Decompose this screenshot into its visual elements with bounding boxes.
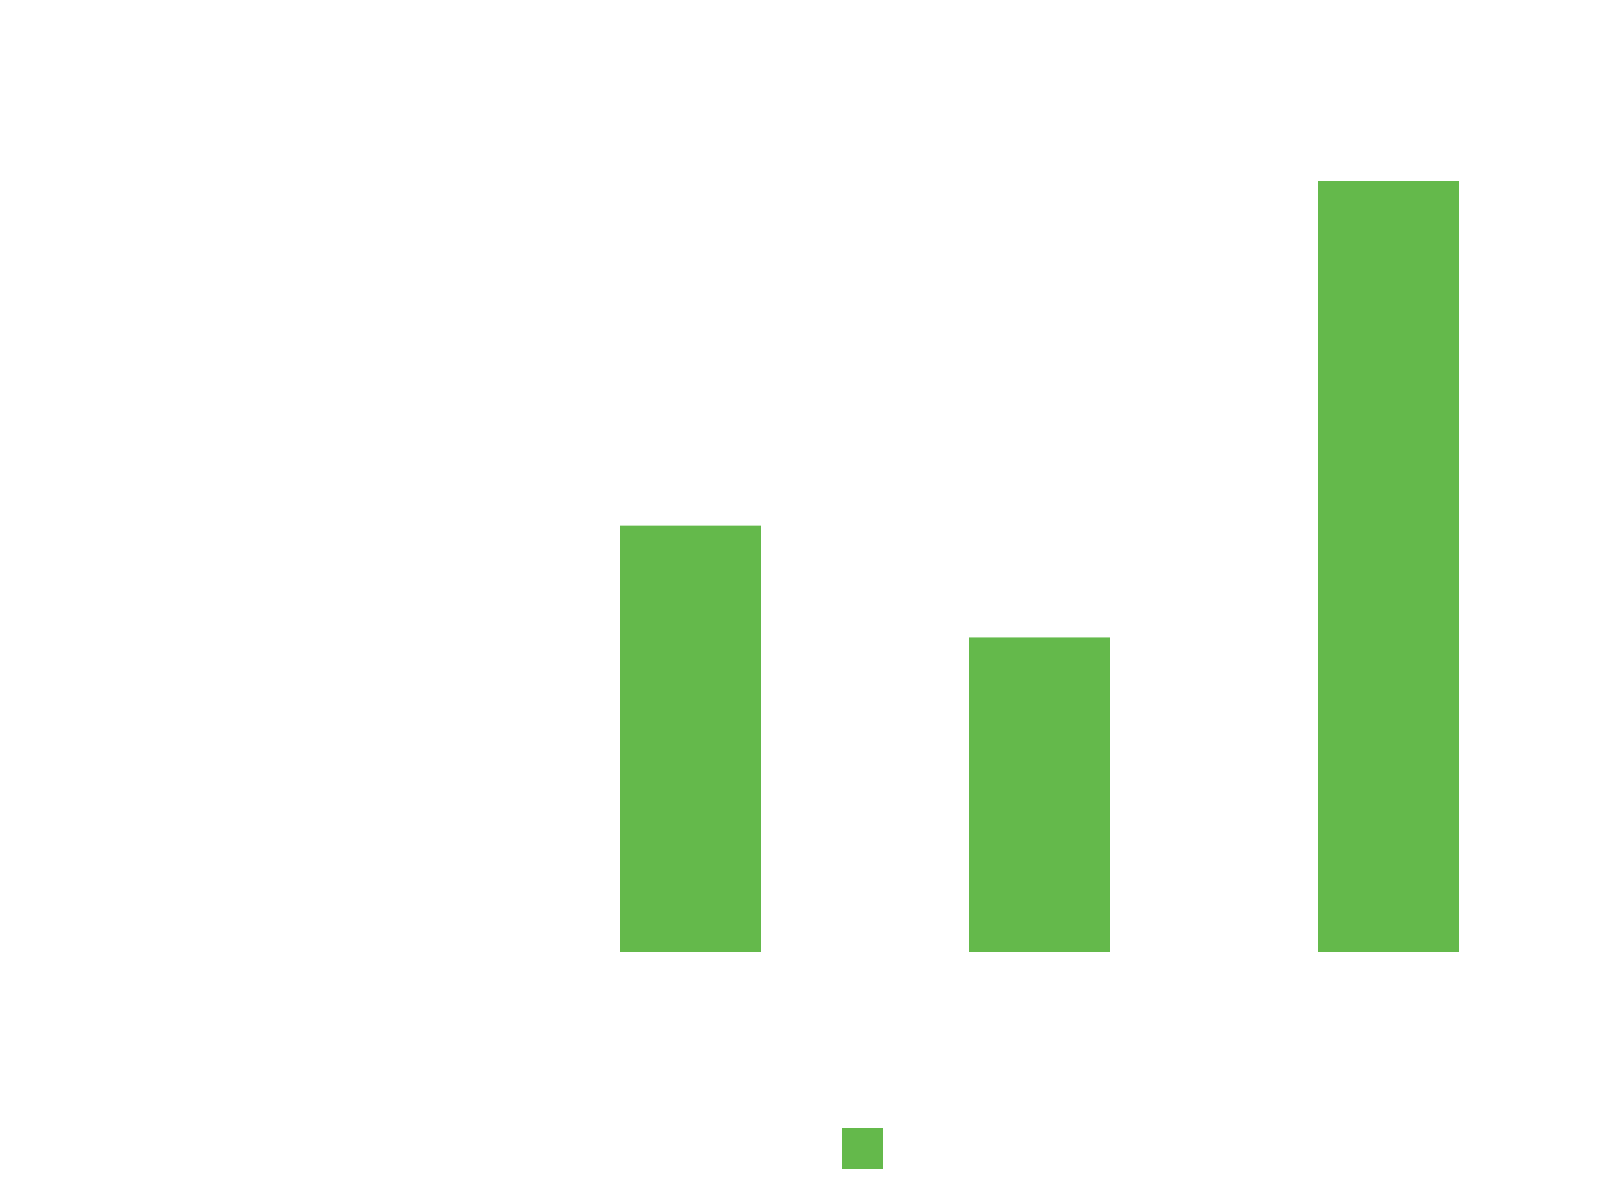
bar-2 — [620, 525, 761, 952]
legend-swatch — [842, 1128, 883, 1169]
bars-layer — [620, 181, 1459, 952]
legend — [842, 1128, 883, 1169]
bar-4 — [1318, 181, 1459, 952]
bar-3 — [969, 637, 1110, 952]
